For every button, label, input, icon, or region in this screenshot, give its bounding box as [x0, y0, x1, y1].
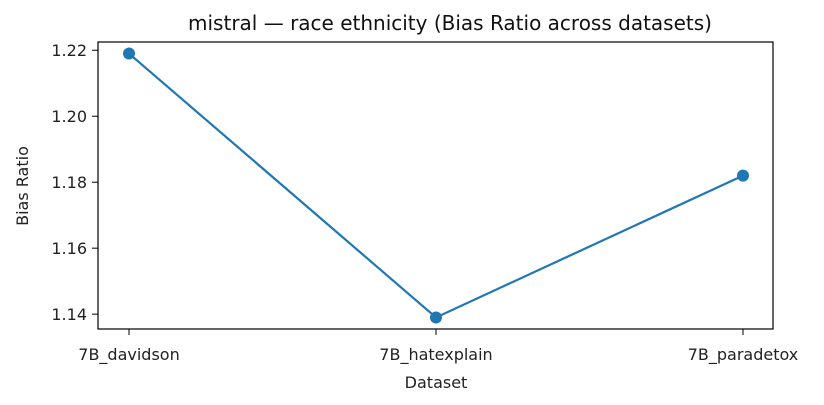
- series-line: [128, 52, 744, 319]
- x-tick-label: 7B_hatexplain: [379, 345, 492, 365]
- y-tick-label: 1.22: [51, 41, 87, 60]
- data-point: [737, 169, 749, 182]
- y-tick-label: 1.18: [51, 173, 87, 192]
- data-point: [123, 47, 135, 60]
- data-point: [430, 311, 442, 324]
- y-axis-label: Bias Ratio: [13, 146, 32, 226]
- y-tick-label: 1.20: [51, 107, 87, 126]
- chart-title: mistral — race ethnicity (Bias Ratio acr…: [188, 11, 712, 35]
- y-axis: 1.14 1.16 1.18 1.20 1.22: [51, 41, 98, 324]
- series-layer: [123, 47, 749, 324]
- y-tick-label: 1.16: [51, 239, 87, 258]
- x-tick-label: 7B_paradetox: [688, 345, 799, 365]
- y-tick-label: 1.14: [51, 305, 87, 324]
- x-axis: 7B_davidson 7B_hatexplain 7B_paradetox: [78, 329, 798, 365]
- plot-frame: [97, 41, 774, 330]
- x-tick-label: 7B_davidson: [78, 345, 179, 365]
- x-axis-label: Dataset: [405, 373, 468, 392]
